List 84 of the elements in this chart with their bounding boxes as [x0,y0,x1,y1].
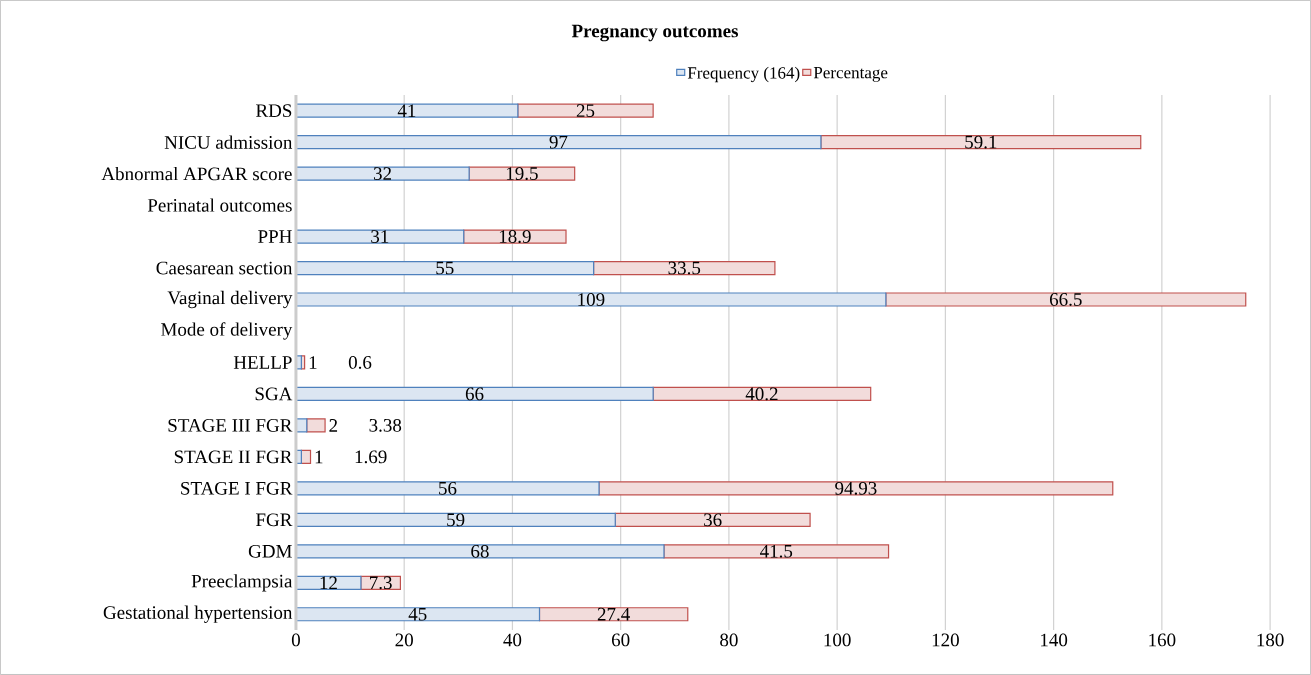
bar [295,166,470,181]
x-tick-label: 140 [1041,633,1068,647]
data-label: 109 [578,293,605,306]
y-tick-label: STAGE II FGR [174,450,293,464]
y-tick-label: PPH [258,230,292,243]
data-label: 68 [471,544,489,558]
legend-label: Percentage [813,67,888,82]
bar [652,386,872,402]
bar [295,135,822,150]
bar [463,229,567,244]
bar [538,607,689,622]
y-tick-label: SGA [255,387,293,401]
y-tick-label: HELLP [233,356,292,369]
y-tick-label: STAGE I FGR [181,482,293,495]
data-label: 33.5 [668,261,701,275]
y-tick-label: STAGE III FGR [168,419,293,432]
bar [295,103,519,118]
y-tick-label: FGR [256,513,293,527]
y-tick-label: NICU admission [164,135,293,149]
data-label: 40.2 [745,387,778,401]
bar [306,418,326,433]
x-tick-label: 60 [611,633,630,647]
y-tick-label: Caesarean section [156,261,293,275]
data-label: 12 [320,576,337,590]
y-tick-label: Vaginal delivery [167,290,293,309]
bar [295,229,465,244]
data-label: 25 [576,104,595,118]
bar [598,481,1114,496]
bar [468,166,576,181]
bar [517,103,654,118]
bar [295,386,654,402]
data-label: 41.5 [760,544,793,558]
data-label: 66 [465,387,484,401]
x-tick-label: 120 [932,633,959,647]
data-label: 27.4 [597,607,630,621]
data-label: 19.5 [506,167,538,181]
data-label: 94.93 [835,481,877,495]
data-label: 1.69 [355,450,387,464]
bar [663,544,890,559]
bar [885,292,1247,307]
data-label: 2 [329,419,338,432]
data-label: 1 [309,356,317,369]
bar [295,512,616,527]
data-label: 32 [373,167,391,181]
data-label: 3.38 [369,419,402,432]
y-tick-label: Gestational hypertension [103,605,293,623]
y-tick-label: Perinatal outcomes [147,198,292,212]
x-tick-label: 0 [291,633,300,647]
chart-title: Pregnancy outcomes [571,24,739,42]
data-label: 59.1 [965,135,997,149]
bar [295,607,541,622]
y-tick-label: GDM [248,544,292,558]
data-label: 41 [397,104,416,117]
bar [295,292,887,307]
x-tick-label: 180 [1257,633,1284,647]
y-tick-label: Abnormal APGAR score [101,166,292,181]
data-label: 7.3 [370,576,392,590]
bar [295,544,665,559]
y-tick-label: RDS [256,104,292,118]
data-label: 45 [408,607,427,621]
data-label: 59 [447,513,465,527]
x-tick-label: 160 [1149,633,1176,647]
x-tick-label: 40 [503,633,522,647]
bar [614,512,811,527]
data-label: 66.5 [1049,293,1082,306]
y-tick-label: Preeclampsia [191,574,293,592]
bar [295,260,595,276]
data-label: 31 [371,230,389,243]
data-label: 55 [436,261,454,275]
data-label: 56 [439,482,457,495]
bar [295,575,362,590]
bar [295,481,600,496]
data-label: 97 [549,135,568,149]
bar [820,135,1142,150]
x-tick-label: 100 [824,633,851,647]
x-tick-label: 20 [395,633,413,647]
legend-label: Frequency (164) [687,66,800,83]
y-tick-label: Mode of delivery [161,322,293,340]
data-label: 18.9 [499,230,531,244]
x-tick-label: 80 [720,633,738,647]
data-label: 1 [315,450,323,464]
data-label: 36 [704,513,722,527]
data-label: 0.6 [348,356,372,369]
bar [593,260,776,276]
